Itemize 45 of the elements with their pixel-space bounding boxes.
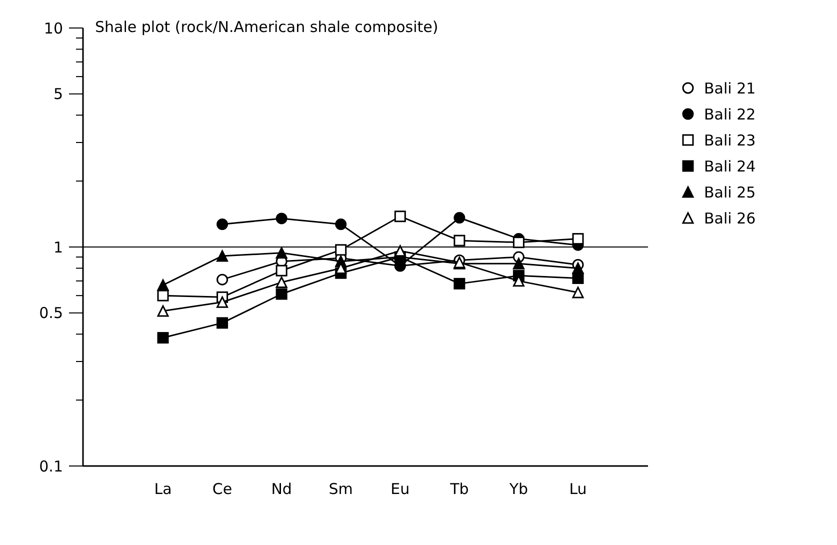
legend-label: Bali 23 xyxy=(704,131,756,150)
point xyxy=(276,247,288,259)
point xyxy=(276,264,288,276)
point xyxy=(276,288,288,300)
point xyxy=(572,262,584,274)
point xyxy=(512,236,524,248)
point xyxy=(572,233,584,245)
legend-label: Bali 24 xyxy=(704,157,756,176)
y-tick-label: 0.5 xyxy=(39,304,63,322)
point xyxy=(216,250,228,262)
point xyxy=(454,278,466,290)
y-tick-label: 0.1 xyxy=(39,457,63,476)
point xyxy=(454,212,466,224)
y-tick-label: 1 xyxy=(53,238,63,256)
point xyxy=(335,218,347,230)
x-tick-label: Eu xyxy=(390,480,410,498)
point xyxy=(572,286,584,298)
point xyxy=(157,332,169,344)
y-tick-label: 10 xyxy=(44,19,63,38)
point xyxy=(157,305,169,317)
x-tick-label: Lu xyxy=(569,480,587,498)
point xyxy=(216,296,228,308)
point xyxy=(454,234,466,246)
x-tick-label: La xyxy=(154,480,172,498)
x-tick-label: Tb xyxy=(449,480,469,498)
point xyxy=(216,317,228,329)
point xyxy=(216,218,228,230)
point xyxy=(512,258,524,270)
point xyxy=(335,244,347,256)
point xyxy=(157,279,169,291)
x-tick-label: Nd xyxy=(271,480,292,498)
point xyxy=(394,210,406,222)
x-tick-label: Ce xyxy=(212,480,232,498)
x-tick-label: Sm xyxy=(328,480,353,498)
point xyxy=(157,290,169,302)
point xyxy=(216,274,228,286)
legend-label: Bali 26 xyxy=(704,209,756,228)
x-tick-label: Yb xyxy=(508,480,528,498)
y-tick-label: 5 xyxy=(53,85,63,104)
chart-title: Shale plot (rock/N.American shale composite) xyxy=(95,18,438,36)
legend-label: Bali 22 xyxy=(704,105,756,124)
legend-label: Bali 25 xyxy=(704,183,756,202)
point xyxy=(276,212,288,224)
legend-label: Bali 21 xyxy=(704,79,756,98)
point xyxy=(276,276,288,288)
